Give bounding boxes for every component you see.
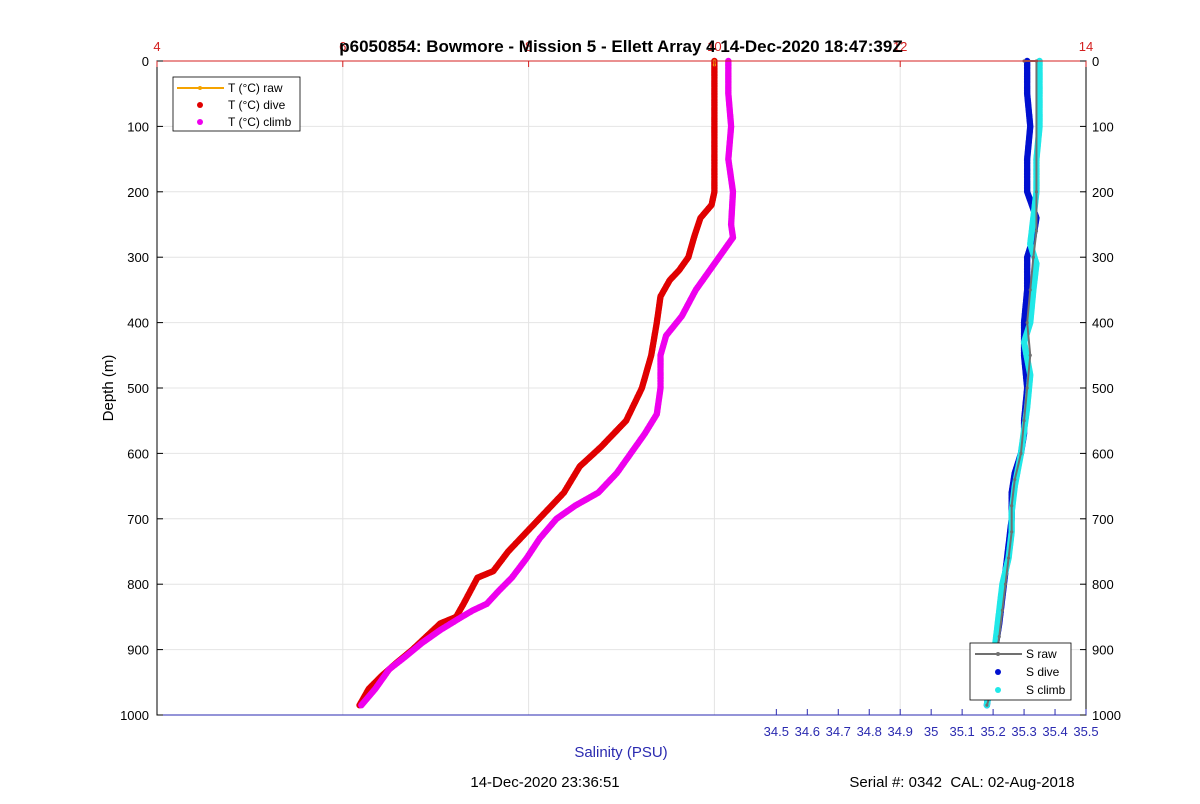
- x-top-tick-label: 6: [339, 39, 346, 54]
- y-tick-label-left: 600: [127, 446, 149, 461]
- legend-s-dive-label: S dive: [1026, 665, 1060, 679]
- x-top-tick-label: 8: [525, 39, 532, 54]
- grid: [156, 60, 1087, 716]
- y-tick-label-left: 200: [127, 185, 149, 200]
- x-top-tick-label: 14: [1079, 39, 1093, 54]
- chart-title: p6050854: Bowmore - Mission 5 - Ellett A…: [339, 37, 902, 56]
- y-tick-label-right: 1000: [1092, 708, 1121, 723]
- series-s_raw-point: [985, 703, 989, 707]
- series-s_raw-point: [1003, 582, 1008, 586]
- legend-temperature-box: [172, 76, 301, 132]
- x-bottom-tick-label: 34.5: [764, 724, 789, 739]
- x-bottom-tick-label: 35.5: [1073, 724, 1098, 739]
- series-s_raw-point: [1022, 419, 1026, 423]
- series-s_raw-point: [1028, 353, 1032, 357]
- series-s_raw-point: [1025, 386, 1029, 390]
- y-tick-label-left: 400: [127, 316, 149, 331]
- y-tick-label-right: 900: [1092, 643, 1114, 658]
- series-s_raw-point: [1000, 608, 1004, 612]
- y-tick-label-left: 300: [127, 250, 149, 265]
- legend-t-dive-marker: [197, 102, 203, 108]
- y-tick-label-left: 100: [127, 119, 149, 134]
- legend-salinity: S raw S dive S climb: [969, 642, 1072, 701]
- x-top-tick-label: 10: [707, 39, 721, 54]
- y-tick-label-right: 300: [1092, 250, 1114, 265]
- y-tick-label-left: 700: [127, 512, 149, 527]
- x-top-tick-label: 12: [893, 39, 907, 54]
- y-axis-label: Depth (m): [100, 355, 117, 422]
- y-tick-label-right: 600: [1092, 446, 1114, 461]
- y-tick-label-right: 400: [1092, 316, 1114, 331]
- series-t_climb: [358, 57, 737, 709]
- y-tick-label-right: 200: [1092, 185, 1114, 200]
- y-tick-label-right: 500: [1092, 381, 1114, 396]
- legend-s-raw-label: S raw: [1026, 647, 1057, 661]
- x-bottom-tick-label: 34.8: [857, 724, 882, 739]
- series-s_raw-point: [1034, 229, 1039, 233]
- x-bottom-tick-label: 35.1: [949, 724, 974, 739]
- x-axis-label-bottom: Salinity (PSU): [574, 744, 667, 761]
- series-s_raw-point: [1028, 288, 1032, 292]
- x-top-tick-label: 4: [153, 39, 160, 54]
- series-s_raw-point: [997, 634, 1001, 639]
- x-bottom-tick-label: 35.4: [1042, 724, 1067, 739]
- legend-t-climb-label: T (°C) climb: [228, 115, 292, 129]
- series-layer: [356, 57, 1043, 709]
- y-tick-label-right: 800: [1092, 577, 1114, 592]
- y-tick-label-left: 1000: [120, 708, 149, 723]
- x-bottom-tick-label: 35: [924, 724, 938, 739]
- series-s_raw-point: [1013, 477, 1017, 482]
- y-tick-label-left: 500: [127, 381, 149, 396]
- series-s_raw-point: [1010, 504, 1014, 508]
- y-tick-label-left: 800: [127, 577, 149, 592]
- legend-t-climb-marker: [197, 119, 203, 125]
- series-s_raw-point: [1034, 190, 1039, 194]
- legend-s-climb-marker: [995, 687, 1001, 693]
- series-s_raw-point: [1006, 556, 1011, 560]
- legend-salinity-box: [969, 642, 1072, 701]
- y-tick-label-right: 100: [1092, 119, 1114, 134]
- y-tick-label-right: 0: [1092, 54, 1099, 69]
- x-bottom-tick-label: 35.2: [980, 724, 1005, 739]
- ticks: 0 0 100 100 200 200 300 300 400 400 500 500 600 600 70…: [120, 39, 1121, 739]
- legend-s-climb-label: S climb: [1026, 683, 1066, 697]
- legend-temperature: T (°C) raw T (°C) dive T (°C) climb: [172, 76, 301, 132]
- legend-t-raw-marker: [198, 86, 202, 90]
- y-tick-label-left: 0: [142, 54, 149, 69]
- y-tick-label-left: 900: [127, 643, 149, 658]
- legend-t-raw-label: T (°C) raw: [228, 81, 283, 95]
- series-t_dive: [356, 57, 718, 709]
- y-tick-label-right: 700: [1092, 512, 1114, 527]
- x-bottom-tick-label: 34.7: [826, 724, 851, 739]
- legend-t-dive-label: T (°C) dive: [228, 98, 286, 112]
- legend-s-dive-marker: [995, 669, 1001, 675]
- series-t_climb-point: [358, 701, 365, 709]
- series-s_climb: [983, 57, 1043, 709]
- footer-timestamp: 14-Dec-2020 23:36:51: [470, 774, 619, 791]
- x-bottom-tick-label: 34.9: [888, 724, 913, 739]
- series-s_raw-point: [1031, 255, 1035, 259]
- x-bottom-tick-label: 35.3: [1011, 724, 1036, 739]
- series-s_raw-point: [1010, 530, 1014, 534]
- series-s_raw-point: [1019, 451, 1023, 455]
- legend-s-raw-marker: [996, 652, 1000, 656]
- x-bottom-tick-label: 34.6: [795, 724, 820, 739]
- series-s_raw-point: [1025, 321, 1029, 325]
- footer-serial: Serial #: 0342 CAL: 02-Aug-2018: [849, 774, 1074, 791]
